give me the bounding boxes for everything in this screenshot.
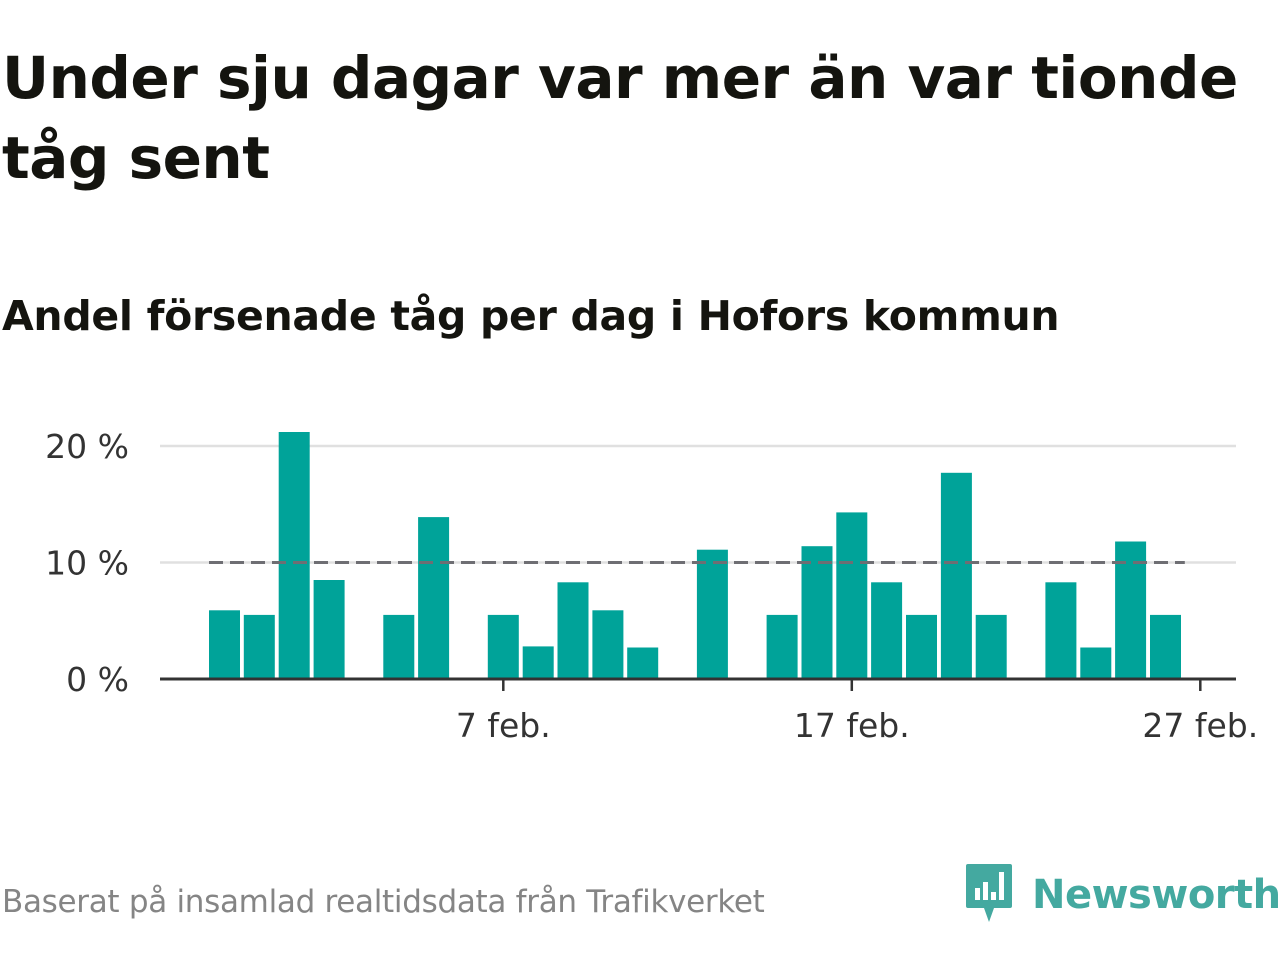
- brand-logo[interactable]: Newsworthy: [964, 862, 1280, 928]
- bar-chart: 0 % 10 % 20 % 7 feb. 17 feb. 27 feb.: [45, 427, 1258, 745]
- bar: [906, 614, 937, 679]
- bar: [418, 517, 450, 679]
- x-tick-label: 7 feb.: [456, 706, 551, 745]
- bar: [487, 614, 519, 679]
- source-note: Baserat på insamlad realtidsdata från Tr…: [2, 884, 765, 920]
- chart-subtitle: Andel försenade tåg per dag i Hofors kom…: [2, 292, 1060, 340]
- y-tick-label: 20 %: [45, 427, 129, 466]
- bar: [696, 549, 728, 679]
- bar: [1150, 614, 1181, 679]
- gridlines: [160, 444, 1236, 564]
- y-tick-label: 0 %: [66, 660, 129, 699]
- chart-title: Under sju dagar var mer än var tionde tå…: [2, 44, 1238, 192]
- bar: [871, 582, 903, 679]
- bar: [801, 546, 833, 679]
- bar: [766, 614, 798, 679]
- newsworthy-logo-icon: [964, 862, 1014, 928]
- x-tick-label: 27 feb.: [1142, 706, 1258, 745]
- bar: [836, 512, 868, 679]
- axes: 0 % 10 % 20 % 7 feb. 17 feb. 27 feb.: [45, 427, 1258, 745]
- bar: [940, 472, 972, 679]
- bars: [209, 432, 1181, 679]
- y-tick-label: 10 %: [45, 544, 129, 583]
- bar: [278, 432, 310, 679]
- bar: [383, 614, 415, 679]
- bar: [243, 614, 275, 679]
- x-tick-label: 17 feb.: [794, 706, 910, 745]
- bar: [1080, 647, 1112, 679]
- bar: [627, 647, 659, 679]
- bar: [1115, 541, 1147, 679]
- bar: [557, 582, 589, 679]
- bar: [313, 580, 345, 679]
- bar: [522, 646, 554, 679]
- bar: [209, 610, 240, 679]
- bar: [975, 614, 1007, 679]
- bar: [1045, 582, 1077, 679]
- bar: [592, 610, 624, 679]
- brand-name: Newsworthy: [1032, 872, 1280, 918]
